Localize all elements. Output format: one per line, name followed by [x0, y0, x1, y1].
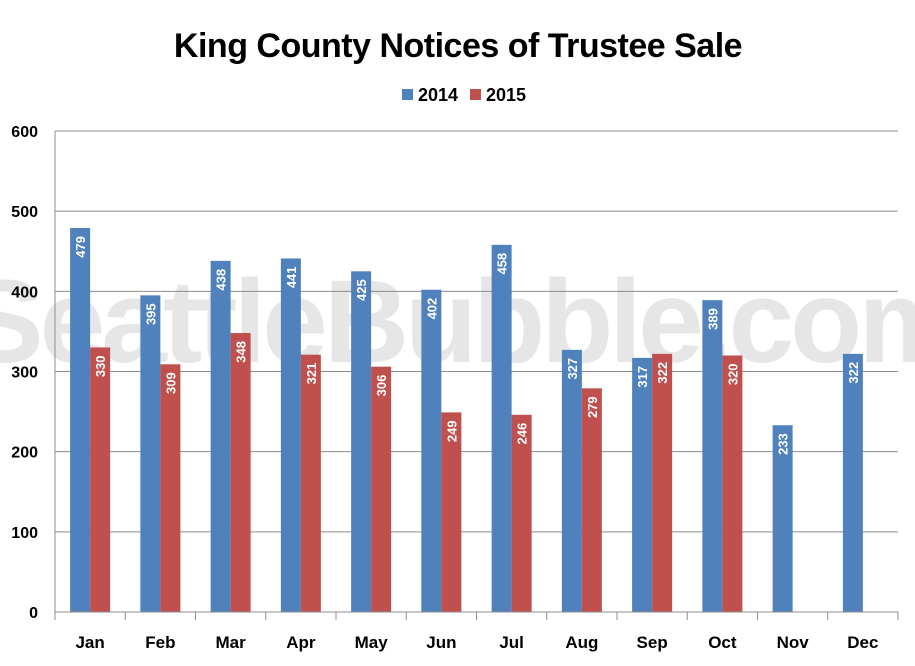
data-label: 306 — [374, 375, 389, 397]
x-tick-label: May — [355, 633, 389, 652]
y-tick-label: 600 — [11, 124, 38, 141]
data-label: 438 — [214, 269, 229, 291]
y-tick-label: 500 — [11, 204, 38, 221]
bar-2014 — [491, 244, 512, 612]
data-label: 246 — [515, 423, 530, 445]
x-tick-label: Sep — [637, 633, 668, 652]
bar-2015 — [90, 347, 111, 612]
bar-2015 — [230, 333, 251, 612]
x-tick-label: Jun — [426, 633, 456, 652]
bar-2015 — [581, 388, 602, 612]
bars: 479 330 395 309 438 348 441 321 425 306 402 249 458 2… — [70, 228, 863, 613]
bar-2014 — [772, 425, 793, 612]
data-label: 321 — [304, 363, 319, 385]
data-label: 317 — [635, 366, 650, 388]
x-tick-label: Dec — [847, 633, 878, 652]
legend-label: 2015 — [486, 85, 526, 105]
bar-2014 — [140, 295, 161, 612]
data-label: 309 — [163, 372, 178, 394]
data-label: 425 — [354, 279, 369, 301]
bar-2014 — [351, 271, 372, 612]
legend-swatch — [470, 89, 481, 100]
bar-2014 — [210, 260, 231, 612]
chart-title: King County Notices of Trustee Sale — [174, 27, 742, 65]
bar-2015 — [652, 353, 673, 612]
bar-2015 — [160, 364, 181, 612]
bar-2014 — [421, 289, 442, 612]
legend-label: 2014 — [418, 85, 458, 105]
data-label: 279 — [585, 396, 600, 418]
bar-2015 — [722, 355, 743, 612]
legend: 2014 2015 — [402, 85, 526, 105]
bar-2014 — [632, 357, 653, 612]
data-label: 389 — [705, 308, 720, 330]
data-label: 330 — [93, 355, 108, 377]
data-label: 395 — [143, 303, 158, 325]
bar-2015 — [371, 366, 392, 612]
data-label: 327 — [565, 358, 580, 380]
data-label: 322 — [846, 362, 861, 384]
x-tick-label: Aug — [565, 633, 598, 652]
bar-2014 — [280, 258, 301, 612]
y-tick-label: 0 — [29, 605, 38, 622]
data-label: 441 — [284, 266, 299, 288]
x-tick-label: Oct — [708, 633, 737, 652]
axes: 0 100 200 300 400 500 600 Jan Feb Mar Apr May Jun Jul… — [11, 124, 899, 652]
y-tick-label: 200 — [11, 445, 38, 462]
x-tick-label: Feb — [145, 633, 175, 652]
watermark: SeattleBubble.com — [0, 256, 915, 388]
data-label: 348 — [234, 341, 249, 363]
x-tick-label: Jul — [499, 633, 524, 652]
bar-2015 — [300, 354, 321, 612]
y-tick-label: 100 — [11, 525, 38, 542]
data-label: 320 — [725, 363, 740, 385]
data-label: 249 — [444, 420, 459, 442]
x-tick-label: Nov — [777, 633, 810, 652]
data-label: 479 — [73, 236, 88, 258]
bar-2015 — [511, 414, 532, 612]
bar-2014 — [842, 353, 863, 612]
y-tick-label: 300 — [11, 365, 38, 382]
bar-2015 — [441, 412, 462, 612]
data-label: 233 — [776, 433, 791, 455]
data-label: 322 — [655, 362, 670, 384]
bar-2014 — [561, 349, 582, 612]
data-label: 402 — [424, 298, 439, 320]
x-tick-label: Jan — [75, 633, 104, 652]
x-tick-label: Mar — [216, 633, 247, 652]
y-tick-label: 400 — [11, 284, 38, 301]
data-label: 458 — [495, 253, 510, 275]
bar-2014 — [70, 228, 91, 613]
x-tick-label: Apr — [286, 633, 316, 652]
legend-swatch — [402, 89, 413, 100]
gridlines — [55, 130, 898, 533]
bar-2014 — [702, 300, 723, 612]
